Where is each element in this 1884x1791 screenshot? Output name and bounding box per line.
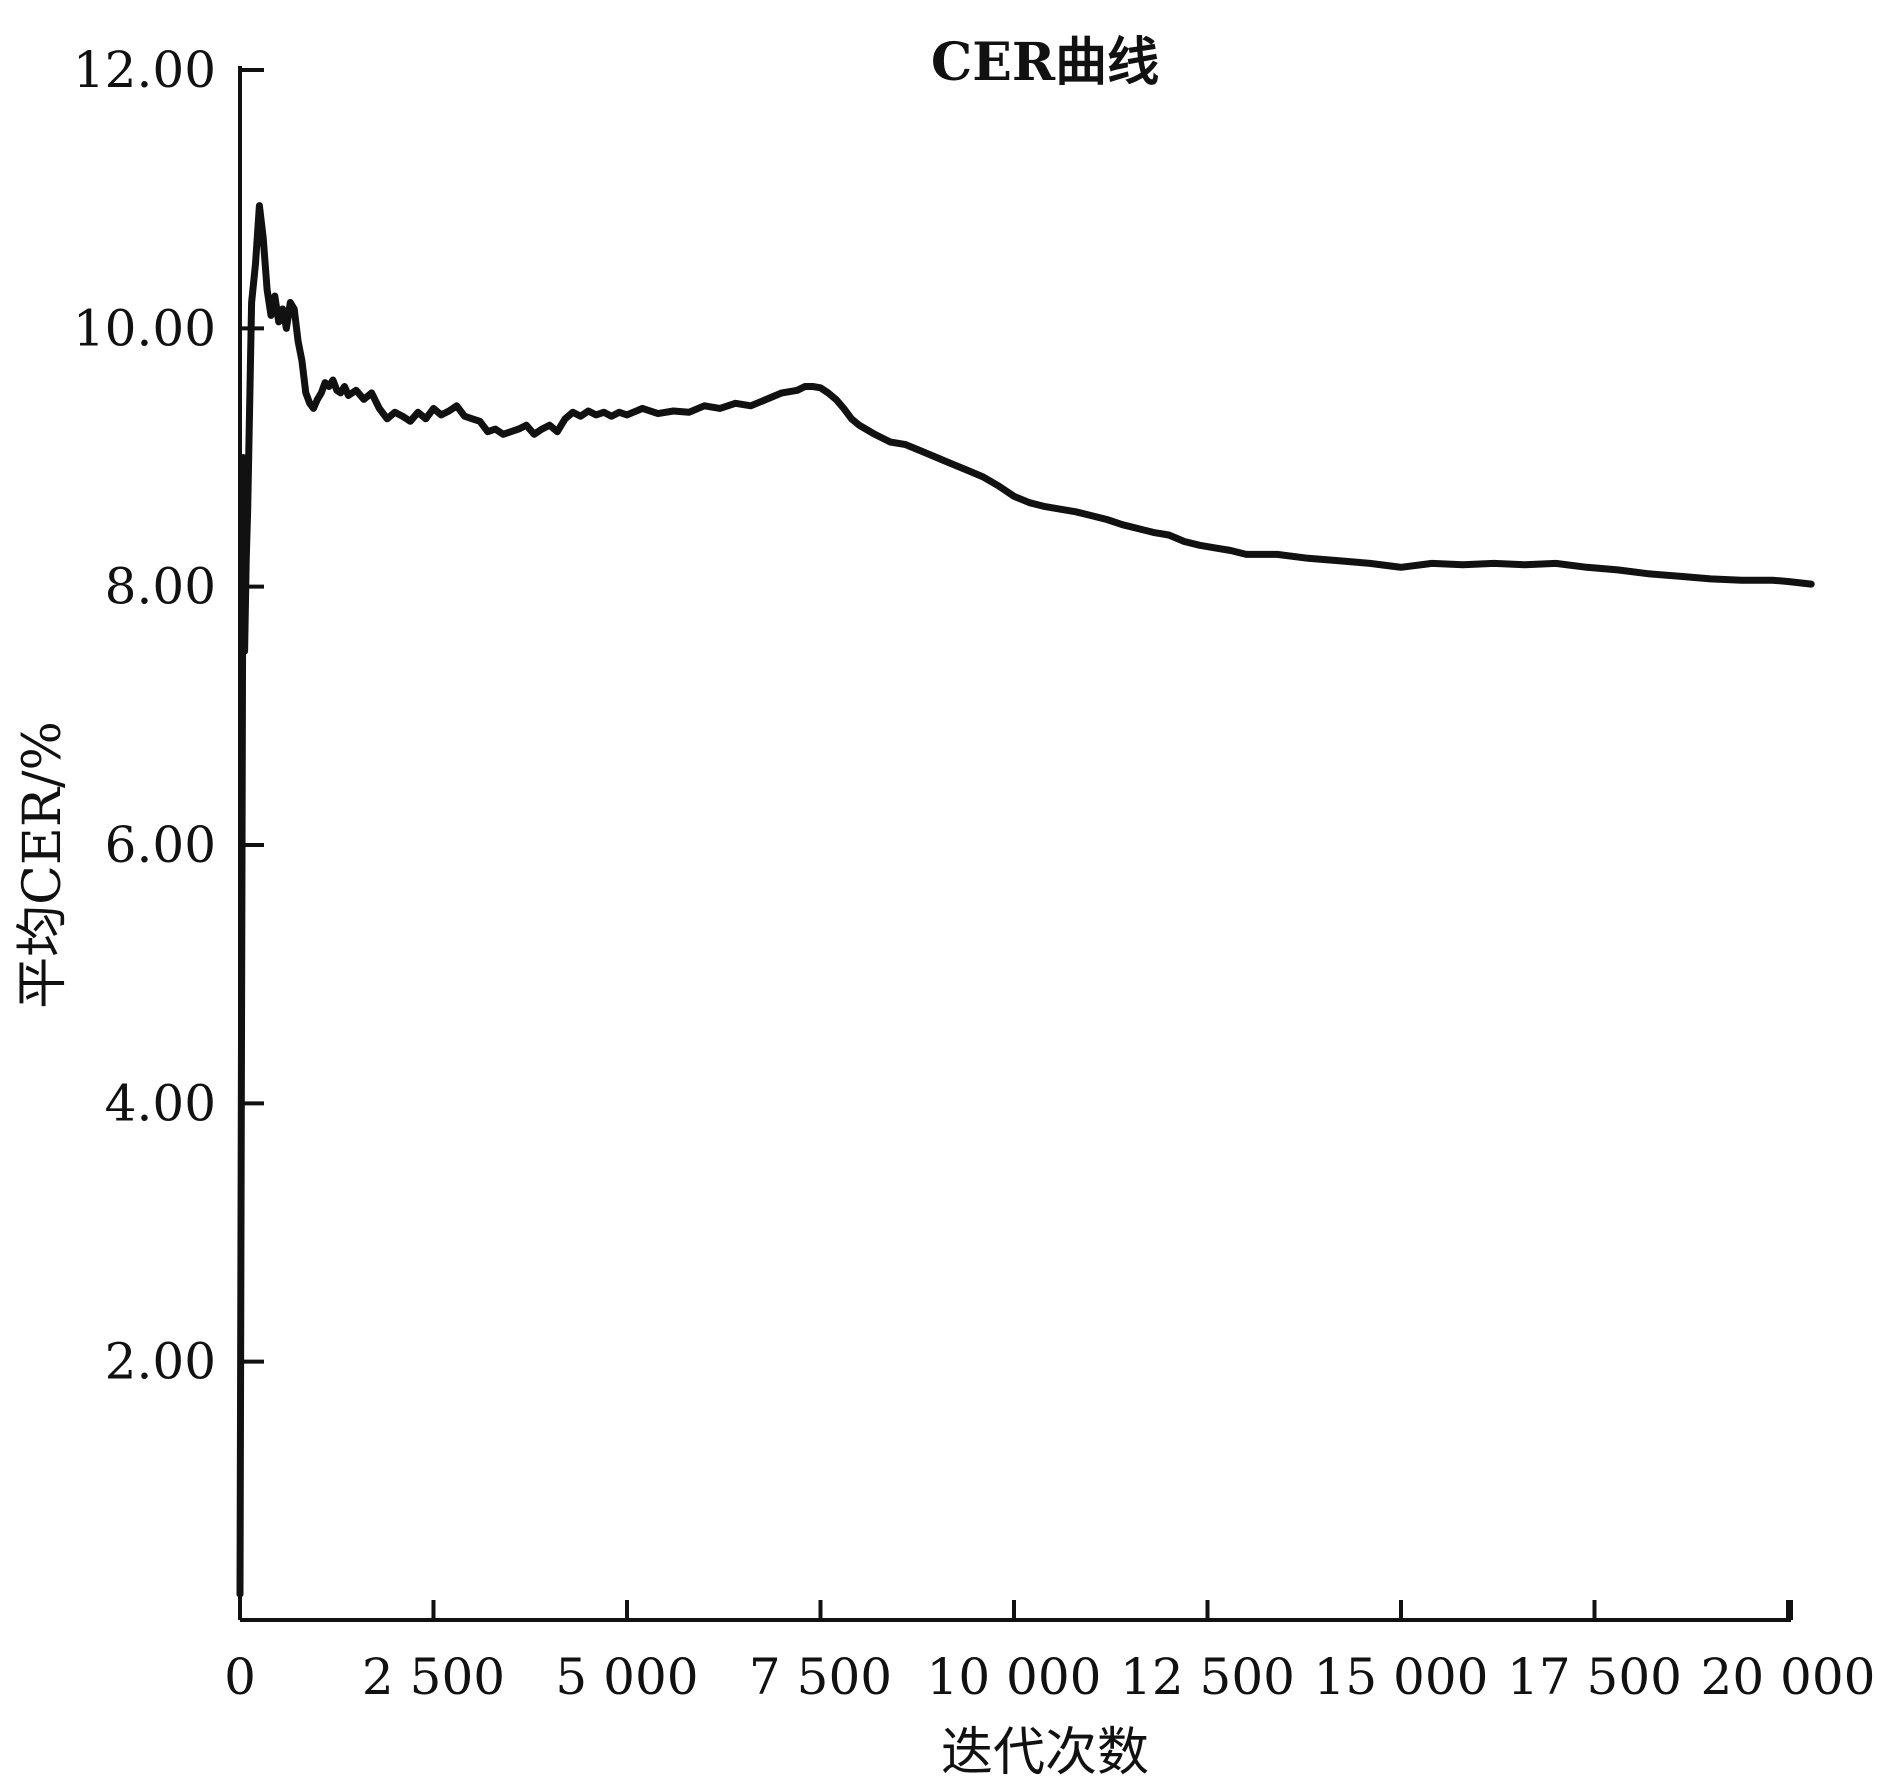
y-tick-label: 12.00: [73, 41, 216, 99]
chart-title: CER曲线: [931, 32, 1159, 93]
x-tick-label: 0: [224, 1648, 256, 1706]
y-tick-label: 10.00: [73, 299, 216, 357]
x-tick-label: 10 000: [927, 1648, 1102, 1706]
series-layer: [236, 202, 1815, 1598]
y-tick-label: 2.00: [105, 1333, 216, 1391]
x-tick-label: 17 500: [1507, 1648, 1682, 1706]
y-tick-label: 4.00: [105, 1074, 216, 1132]
y-tick-label: 6.00: [105, 816, 216, 874]
y-tick-label: 8.00: [105, 558, 216, 616]
x-tick-label: 12 500: [1120, 1648, 1295, 1706]
x-axis-title: 迭代次数: [941, 1723, 1149, 1783]
x-tick-label: 7 500: [749, 1648, 892, 1706]
tick-marks: [240, 68, 1790, 1620]
x-tick-label: 2 500: [362, 1648, 505, 1706]
x-tick-label: 15 000: [1314, 1648, 1489, 1706]
axes: [238, 66, 1793, 1622]
x-tick-label: 20 000: [1701, 1648, 1876, 1706]
y-axis-title: 平均CER/%: [13, 721, 73, 1009]
x-tick-label: 5 000: [555, 1648, 698, 1706]
tick-labels: 0 2 500 5 000 7 500 10 000 12 500 15 000 17 500…: [73, 41, 1876, 1706]
series-line: [236, 202, 1815, 1598]
